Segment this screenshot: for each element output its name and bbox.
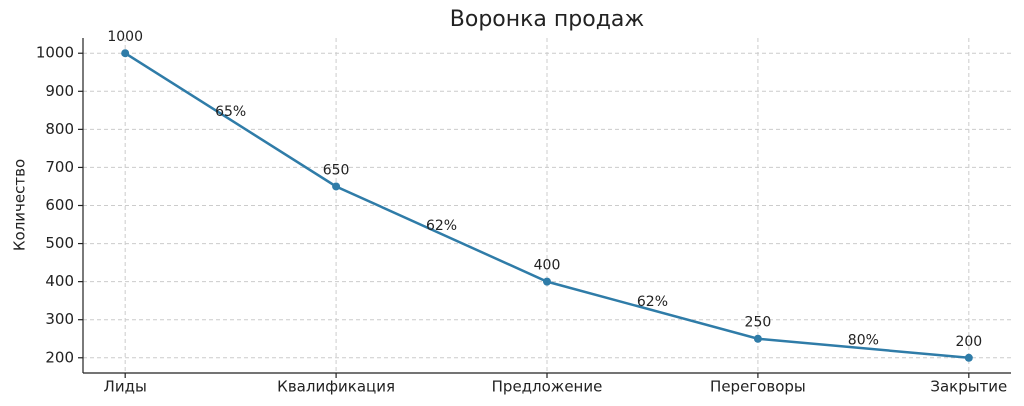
data-label: 1000 [107,29,143,45]
data-label: 200 [955,334,982,350]
y-tick-label: 800 [45,120,74,138]
y-axis-label: Количество [11,159,29,251]
y-tick-label: 500 [45,234,74,252]
conversion-label: 62% [637,294,668,310]
data-label: 650 [323,162,350,178]
data-point [753,334,762,343]
x-tick-label: Лиды [104,378,147,396]
x-tick-label: Переговоры [710,378,806,396]
x-tick-label: Закрытие [930,378,1007,396]
conversion-label: 80% [848,332,879,348]
y-tick-label: 900 [45,82,74,100]
data-point [964,353,973,362]
data-point [543,277,551,286]
y-tick-label: 1000 [36,44,74,62]
data-point [332,182,341,191]
x-tick-label: Квалификация [277,378,395,396]
chart-title: Воронка продаж [450,7,645,32]
conversion-label: 65% [215,104,246,120]
data-label: 400 [534,258,561,274]
y-tick-label: 700 [45,158,74,176]
y-tick-label: 200 [45,348,74,366]
y-tick-label: 300 [45,310,74,328]
x-tick-label: Предложение [492,378,603,396]
y-tick-label: 400 [45,272,74,290]
y-tick-label: 600 [45,196,74,214]
data-point [121,49,130,58]
data-label: 250 [745,315,772,331]
conversion-label: 62% [426,218,457,234]
